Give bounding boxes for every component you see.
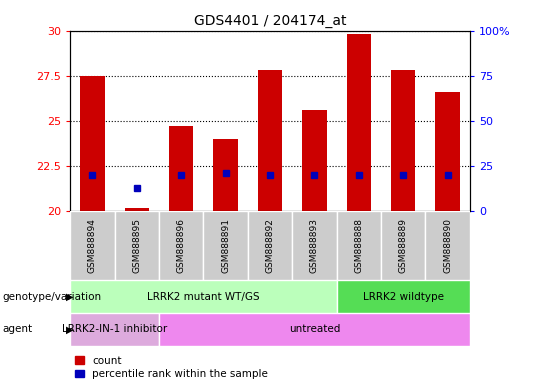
Bar xyxy=(302,110,327,211)
Bar xyxy=(70,211,114,280)
Bar xyxy=(258,70,282,211)
Bar xyxy=(125,208,149,211)
Bar xyxy=(435,92,460,211)
Bar xyxy=(292,211,336,280)
Text: GSM888896: GSM888896 xyxy=(177,218,186,273)
Text: GSM888892: GSM888892 xyxy=(266,218,274,273)
Text: LRRK2 wildtype: LRRK2 wildtype xyxy=(363,291,444,302)
Bar xyxy=(347,34,371,211)
Bar xyxy=(426,211,470,280)
Bar xyxy=(169,126,193,211)
Title: GDS4401 / 204174_at: GDS4401 / 204174_at xyxy=(194,14,346,28)
Text: LRRK2 mutant WT/GS: LRRK2 mutant WT/GS xyxy=(147,291,260,302)
Bar xyxy=(159,211,204,280)
Text: GSM888889: GSM888889 xyxy=(399,218,408,273)
Bar xyxy=(159,313,470,346)
Bar xyxy=(70,280,336,313)
Text: agent: agent xyxy=(3,324,33,334)
Text: untreated: untreated xyxy=(289,324,340,334)
Bar xyxy=(336,211,381,280)
Text: GSM888893: GSM888893 xyxy=(310,218,319,273)
Text: GSM888894: GSM888894 xyxy=(88,218,97,273)
Text: ▶: ▶ xyxy=(66,324,73,334)
Text: GSM888890: GSM888890 xyxy=(443,218,452,273)
Bar xyxy=(336,280,470,313)
Text: GSM888895: GSM888895 xyxy=(132,218,141,273)
Text: ▶: ▶ xyxy=(66,291,73,302)
Bar xyxy=(80,76,105,211)
Text: GSM888891: GSM888891 xyxy=(221,218,230,273)
Bar xyxy=(381,211,426,280)
Bar xyxy=(391,70,415,211)
Bar xyxy=(70,313,159,346)
Text: genotype/variation: genotype/variation xyxy=(3,291,102,302)
Bar xyxy=(248,211,292,280)
Legend: count, percentile rank within the sample: count, percentile rank within the sample xyxy=(76,356,268,379)
Bar xyxy=(114,211,159,280)
Text: GSM888888: GSM888888 xyxy=(354,218,363,273)
Bar xyxy=(204,211,248,280)
Bar xyxy=(213,139,238,211)
Text: LRRK2-IN-1 inhibitor: LRRK2-IN-1 inhibitor xyxy=(62,324,167,334)
